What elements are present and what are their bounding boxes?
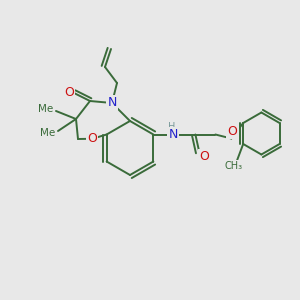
Text: O: O	[87, 132, 97, 145]
Text: O: O	[64, 86, 74, 100]
Text: O: O	[200, 150, 209, 163]
Text: Me: Me	[40, 128, 56, 138]
Text: Me: Me	[38, 104, 54, 114]
Text: CH₃: CH₃	[224, 161, 242, 171]
Text: O: O	[227, 125, 237, 138]
Text: N: N	[107, 97, 117, 110]
Text: N: N	[169, 128, 178, 141]
Text: H: H	[168, 122, 175, 131]
